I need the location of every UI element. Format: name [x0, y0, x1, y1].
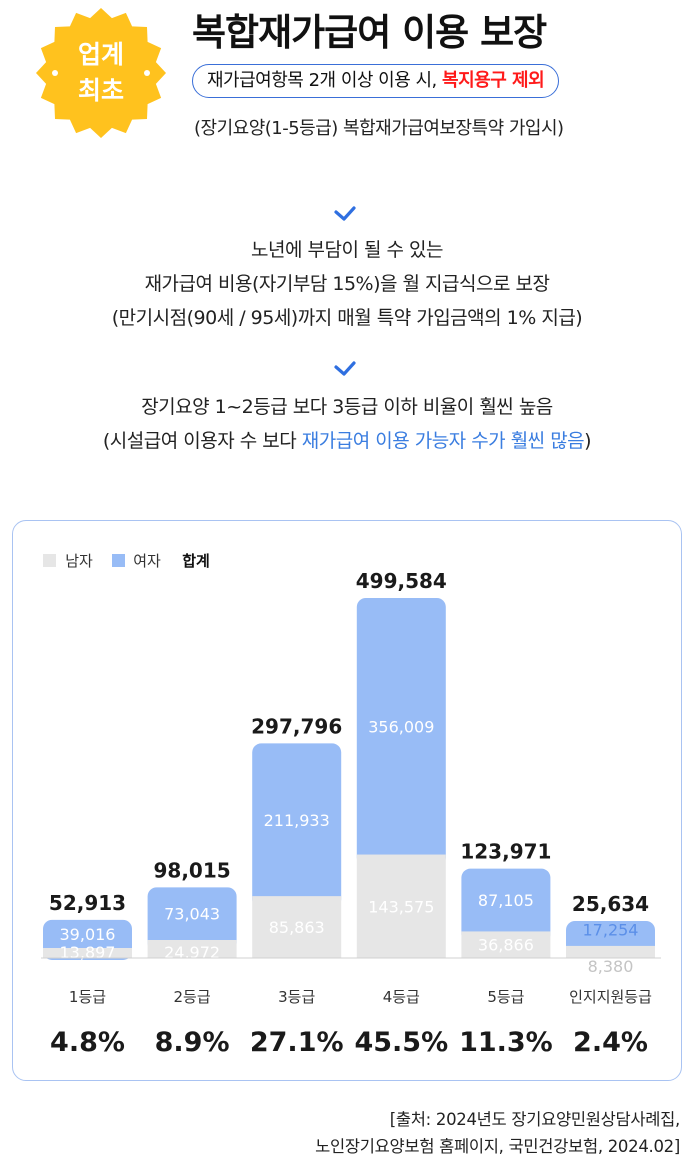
- bar-male: [566, 945, 655, 958]
- badge-line-2: 최초: [77, 76, 124, 105]
- bar-label-female: 73,043: [164, 905, 220, 924]
- bar-label-male: 36,866: [478, 936, 534, 955]
- source-citation: [출처: 2024년도 장기요양민원상담사례집, 노인장기요양보험 홈페이지, …: [315, 1106, 680, 1160]
- bar-male: [147, 940, 237, 958]
- percentage-label: 4.8%: [50, 1027, 125, 1058]
- bar-total-label: 297,796: [251, 714, 342, 738]
- bar-female: [147, 887, 237, 953]
- benefit-line-2: 재가급여 비용(자기부담 15%)을 월 지급식으로 보장: [144, 273, 550, 295]
- ratio-line-2: (시설급여 이용자 수 보다 재가급여 이용 가능자 수가 훨씬 많음): [0, 424, 694, 458]
- ratio-line-2-prefix: (시설급여 이용자 수 보다: [102, 430, 302, 452]
- bar-label-male: 13,897: [60, 943, 116, 962]
- bar-total-label: 123,971: [460, 840, 551, 864]
- benefit-line-3: (만기시점(90세 / 95세)까지 매월 특약 가입금액의 1% 지급): [111, 307, 583, 329]
- badge-text: 업계 최초: [34, 37, 168, 109]
- bar-label-female: 211,933: [264, 811, 330, 830]
- bar-label-female: 39,016: [60, 925, 116, 944]
- category-label: 5등급: [487, 988, 524, 1006]
- category-label: 1등급: [69, 988, 106, 1006]
- condition-text: 재가급여항목 2개 이상 이용 시,: [207, 70, 437, 91]
- bar-label-female: 17,254: [583, 920, 639, 939]
- badge-starburst-icon: [36, 8, 166, 138]
- legend-label-female: 여자: [133, 552, 161, 570]
- benefit-description: 노년에 부담이 될 수 있는 재가급여 비용(자기부담 15%)을 월 지급식으…: [0, 233, 694, 335]
- condition-pill: 재가급여항목 2개 이상 이용 시, 복지용구 제외: [192, 64, 560, 98]
- page-title: 복합재가급여 이용 보장: [192, 11, 547, 54]
- legend-label-male: 남자: [65, 552, 93, 570]
- bar-female: [461, 868, 551, 944]
- percentage-label: 45.5%: [354, 1027, 448, 1058]
- ratio-line-2-highlight: 재가급여 이용 가능자 수가 훨씬 많음: [301, 430, 585, 452]
- rider-subtitle: (장기요양(1-5등급) 복합재가급여보장특약 가입시): [194, 118, 564, 139]
- category-label: 4등급: [383, 988, 420, 1006]
- bar-female: [356, 598, 446, 867]
- legend-swatch-male: [43, 554, 56, 567]
- bar-label-female: 87,105: [478, 891, 534, 910]
- bar-label-female: 356,009: [368, 717, 434, 736]
- first-in-industry-badge: 업계 최초: [34, 6, 168, 140]
- check-icon: [334, 361, 356, 376]
- bar-male: [252, 896, 342, 958]
- bar-total-label: 25,634: [572, 892, 649, 916]
- benefit-line-1: 노년에 부담이 될 수 있는: [251, 239, 443, 261]
- percentage-label: 2.4%: [573, 1027, 648, 1058]
- bar-total-label: 98,015: [154, 858, 231, 882]
- category-label: 인지지원등급: [569, 988, 652, 1006]
- source-line-1: [출처: 2024년도 장기요양민원상담사례집,: [389, 1110, 681, 1129]
- percentage-label: 27.1%: [250, 1027, 344, 1058]
- check-icon: [334, 206, 356, 221]
- source-line-2: 노인장기요양보험 홈페이지, 국민건강보험, 2024.02]: [315, 1137, 680, 1156]
- bar-male: [43, 947, 132, 958]
- ratio-line-2-suffix: ): [584, 430, 592, 452]
- category-label: 3등급: [278, 988, 315, 1006]
- legend-label-total: 합계: [182, 552, 210, 570]
- percentage-label: 8.9%: [155, 1027, 230, 1058]
- bar-label-male: 8,380: [588, 957, 634, 976]
- ratio-line-1: 장기요양 1~2등급 보다 3등급 이하 비율이 훨씬 높음: [141, 396, 553, 418]
- bar-label-male: 24,972: [164, 943, 220, 962]
- bar-male: [356, 854, 446, 958]
- bar-male: [461, 931, 551, 958]
- bar-female: [252, 743, 342, 909]
- badge-line-1: 업계: [77, 40, 124, 69]
- percentage-label: 11.3%: [459, 1027, 553, 1058]
- category-label: 2등급: [174, 988, 211, 1006]
- bar-label-male: 143,575: [368, 897, 434, 916]
- condition-highlight: 복지용구 제외: [442, 70, 545, 91]
- legend-swatch-female: [112, 554, 125, 567]
- bar-total-label: 499,584: [356, 569, 447, 593]
- bar-total-label: 52,913: [49, 891, 126, 915]
- bar-label-male: 85,863: [269, 918, 325, 937]
- grade-chart-panel: 남자 여자 합계 13,897 39,016 52,913 1등급 4.8% 24,972 73,…: [12, 520, 682, 1081]
- ratio-description: 장기요양 1~2등급 보다 3등급 이하 비율이 훨씬 높음 (시설급여 이용자…: [0, 390, 694, 458]
